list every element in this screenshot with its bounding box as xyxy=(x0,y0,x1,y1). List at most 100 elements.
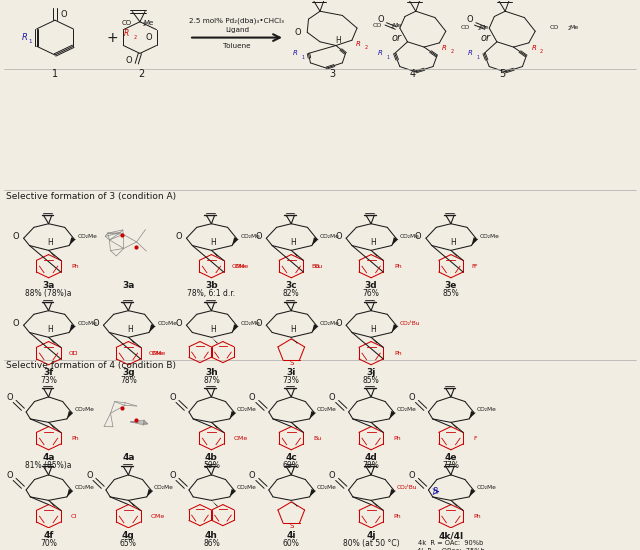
Text: 65%: 65% xyxy=(120,539,137,548)
Text: Me: Me xyxy=(392,23,401,28)
Text: F: F xyxy=(471,263,475,269)
Text: 4a: 4a xyxy=(42,453,55,462)
Text: R: R xyxy=(356,41,361,47)
Text: 87%: 87% xyxy=(203,376,220,384)
Text: 4h: 4h xyxy=(205,531,218,540)
Text: R: R xyxy=(378,51,383,57)
Text: 3i: 3i xyxy=(287,368,296,377)
Polygon shape xyxy=(310,411,316,419)
Text: Ph: Ph xyxy=(394,514,401,519)
Text: O: O xyxy=(255,232,262,241)
Text: Ph: Ph xyxy=(394,351,401,356)
Text: O: O xyxy=(295,28,301,37)
Text: 3j: 3j xyxy=(367,368,376,377)
Text: CO₂Me: CO₂Me xyxy=(154,485,174,491)
Text: 4j: 4j xyxy=(366,531,376,540)
Text: Cl: Cl xyxy=(72,351,77,356)
Text: CO₂ᵗBu: CO₂ᵗBu xyxy=(397,485,417,491)
Text: 60%: 60% xyxy=(283,539,300,548)
Text: O: O xyxy=(61,9,67,19)
Text: 2: 2 xyxy=(568,26,571,31)
Text: Bu: Bu xyxy=(314,263,323,269)
Polygon shape xyxy=(67,411,74,419)
Polygon shape xyxy=(69,324,76,333)
Text: 3d: 3d xyxy=(365,280,378,290)
Text: F: F xyxy=(474,263,477,269)
Text: Ligand: Ligand xyxy=(225,27,249,32)
Text: O: O xyxy=(415,232,422,241)
Text: O: O xyxy=(13,232,19,241)
Text: R: R xyxy=(22,33,28,42)
Text: 4c: 4c xyxy=(285,453,297,462)
Text: or: or xyxy=(481,32,491,42)
Text: CO₂Me: CO₂Me xyxy=(477,408,497,412)
Text: +: + xyxy=(107,31,118,45)
Text: H: H xyxy=(211,325,216,334)
Text: H: H xyxy=(335,36,341,45)
Text: or: or xyxy=(392,32,402,42)
Text: CO₂Me: CO₂Me xyxy=(320,234,340,239)
Text: 1: 1 xyxy=(302,55,305,60)
Text: 88% (78%)a: 88% (78%)a xyxy=(26,289,72,298)
Polygon shape xyxy=(147,489,153,497)
Polygon shape xyxy=(69,237,76,245)
Polygon shape xyxy=(67,489,74,497)
Text: OMe: OMe xyxy=(234,263,248,269)
Text: 1: 1 xyxy=(28,39,31,45)
Text: O: O xyxy=(125,56,132,65)
Text: 85%: 85% xyxy=(442,289,460,298)
Text: 77%: 77% xyxy=(442,461,460,470)
Text: 2: 2 xyxy=(364,45,367,50)
Text: 78%: 78% xyxy=(120,376,137,384)
Text: CO₂Me: CO₂Me xyxy=(477,485,497,491)
Text: 2: 2 xyxy=(478,26,481,31)
Text: O: O xyxy=(335,232,342,241)
Text: Selective formation of 3 (condition A): Selective formation of 3 (condition A) xyxy=(6,192,176,201)
Text: 85%: 85% xyxy=(363,376,380,384)
Text: CO: CO xyxy=(460,25,470,30)
Polygon shape xyxy=(472,237,478,245)
Text: H: H xyxy=(291,238,296,247)
Text: H: H xyxy=(127,325,133,334)
Text: 4k  R = OAc:  90%b: 4k R = OAc: 90%b xyxy=(419,541,484,547)
Text: H: H xyxy=(370,238,376,247)
Text: O: O xyxy=(175,232,182,241)
Polygon shape xyxy=(232,237,239,245)
Text: O: O xyxy=(249,471,255,480)
Text: 82%: 82% xyxy=(283,289,300,298)
Text: 4i: 4i xyxy=(287,531,296,540)
Text: Me: Me xyxy=(144,20,154,26)
Text: 1: 1 xyxy=(387,55,390,60)
Text: Ph: Ph xyxy=(394,436,401,441)
Text: 1: 1 xyxy=(476,55,479,60)
Text: 2: 2 xyxy=(540,49,543,54)
Text: CO₂Me: CO₂Me xyxy=(240,234,260,239)
Text: 3c: 3c xyxy=(285,280,297,290)
Text: 80% (at 50 °C): 80% (at 50 °C) xyxy=(343,539,399,548)
Text: 81% (85%)a: 81% (85%)a xyxy=(26,461,72,470)
Text: 4d: 4d xyxy=(365,453,378,462)
Text: CO₂Me: CO₂Me xyxy=(74,485,94,491)
Text: O: O xyxy=(408,393,415,402)
Text: Me: Me xyxy=(479,25,489,30)
Text: 3e: 3e xyxy=(445,280,457,290)
Polygon shape xyxy=(392,324,398,333)
Text: 3f: 3f xyxy=(44,368,54,377)
Text: OMe: OMe xyxy=(151,351,166,356)
Polygon shape xyxy=(312,237,319,245)
Text: 1: 1 xyxy=(52,69,58,79)
Text: 69%: 69% xyxy=(283,461,300,470)
Text: 3g: 3g xyxy=(122,368,135,377)
Polygon shape xyxy=(312,324,319,333)
Text: O: O xyxy=(6,471,13,480)
Text: 4l  R = OBoc:  75%b: 4l R = OBoc: 75%b xyxy=(417,548,484,550)
Polygon shape xyxy=(230,489,236,497)
Text: O: O xyxy=(175,318,182,328)
Text: 2: 2 xyxy=(143,22,146,27)
Polygon shape xyxy=(469,411,476,419)
Text: 4k/4l: 4k/4l xyxy=(438,531,463,540)
Text: 4b: 4b xyxy=(205,453,218,462)
Text: H: H xyxy=(47,238,53,247)
Text: Ph: Ph xyxy=(473,514,481,519)
Text: O: O xyxy=(335,318,342,328)
